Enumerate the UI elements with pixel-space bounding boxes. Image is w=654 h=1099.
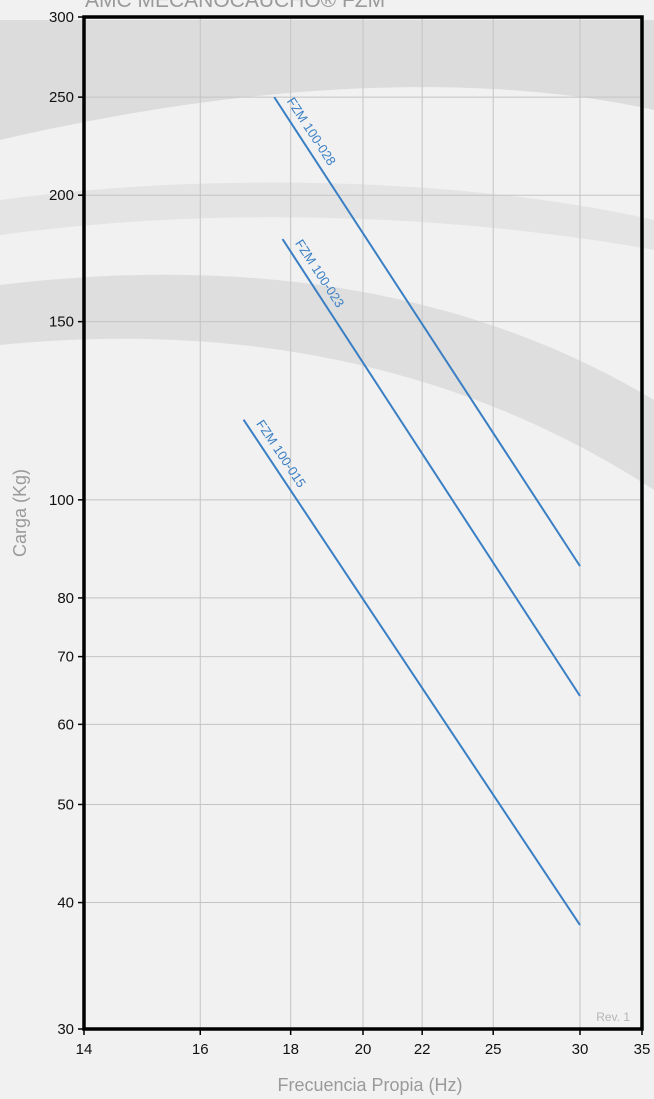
- series-label: FZM 100-028: [284, 95, 339, 169]
- y-axis-title: Carga (Kg): [10, 469, 30, 557]
- series-line: [273, 96, 581, 567]
- y-tick-label: 30: [57, 1021, 74, 1038]
- series-line: [242, 419, 581, 926]
- y-tick-label: 150: [49, 314, 74, 331]
- x-tick-label: 30: [572, 1041, 589, 1058]
- chart-title: AMC MECANOCAUCHO® FZM: [85, 0, 385, 12]
- y-tick-label: 80: [57, 590, 74, 607]
- series-line: [281, 238, 581, 697]
- series-label: FZM 100-015: [253, 417, 309, 490]
- y-tick-label: 100: [49, 492, 74, 509]
- y-tick-label: 50: [57, 796, 74, 813]
- x-tick-labels: 14 16 18 20 22 25 30 35: [76, 1029, 651, 1058]
- background-decoration: [0, 20, 654, 490]
- y-tick-label: 60: [57, 716, 74, 733]
- x-tick-label: 16: [192, 1041, 209, 1058]
- x-tick-label: 35: [634, 1041, 651, 1058]
- grid-lines: [83, 16, 643, 1030]
- x-axis-title: Frecuencia Propia (Hz): [277, 1075, 462, 1095]
- y-tick-label: 200: [49, 187, 74, 204]
- y-tick-labels: 30 40 50 60 70 80 100 150 200 250 300: [49, 9, 84, 1038]
- x-tick-label: 20: [355, 1041, 372, 1058]
- y-tick-label: 40: [57, 895, 74, 912]
- y-tick-label: 70: [57, 649, 74, 666]
- y-tick-label: 250: [49, 89, 74, 106]
- y-tick-label: 300: [49, 9, 74, 26]
- revision-note: Rev. 1: [596, 1010, 630, 1024]
- x-tick-label: 18: [282, 1041, 299, 1058]
- x-tick-label: 22: [414, 1041, 431, 1058]
- x-tick-label: 25: [485, 1041, 502, 1058]
- x-tick-label: 14: [76, 1041, 93, 1058]
